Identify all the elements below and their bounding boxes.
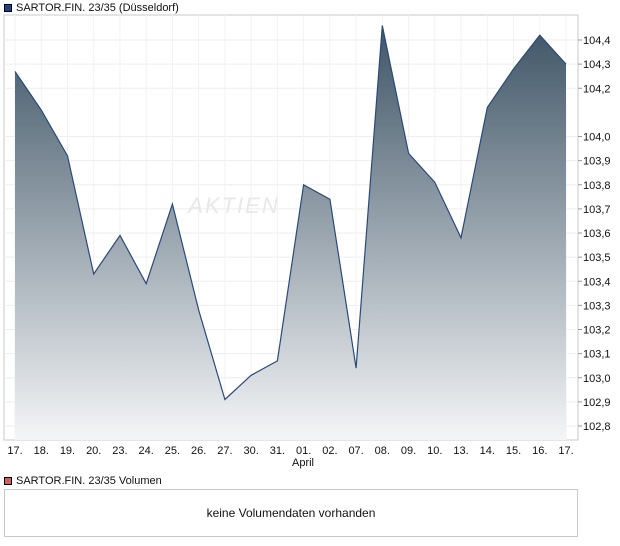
y-tick-label: 102,9 xyxy=(583,397,611,409)
y-tick-label: 103,2 xyxy=(583,325,611,337)
x-tick-label: 23. xyxy=(112,445,127,457)
y-tick-label: 103,6 xyxy=(583,228,611,240)
y-tick-label: 103,4 xyxy=(583,276,611,288)
x-tick-label: 17. xyxy=(7,445,22,457)
volume-legend-label: SARTOR.FIN. 23/35 Volumen xyxy=(16,475,162,487)
price-area xyxy=(15,25,566,440)
x-axis: 17. 18. 19. 20. 23. 24. 25. 26. 27. 30. 31. 01. 02. 0… xyxy=(7,445,573,457)
x-tick-label: 25. xyxy=(165,445,180,457)
x-tick-label: 19. xyxy=(60,445,75,457)
volume-legend: SARTOR.FIN. 23/35 Volumen xyxy=(4,474,162,488)
price-legend-label: SARTOR.FIN. 23/35 (Düsseldorf) xyxy=(16,2,179,14)
x-tick-label: 30. xyxy=(243,445,258,457)
y-tick-label: 103,3 xyxy=(583,300,611,312)
y-tick-label: 104,4 xyxy=(583,35,611,47)
x-tick-label: 26. xyxy=(191,445,206,457)
x-tick-label: 24. xyxy=(139,445,154,457)
x-tick-label: 14. xyxy=(480,445,495,457)
x-tick-label: 01. xyxy=(296,445,311,457)
y-tick-label: 103,5 xyxy=(583,252,611,264)
volume-panel: keine Volumendaten vorhanden xyxy=(4,489,578,537)
x-tick-label: 18. xyxy=(34,445,49,457)
y-tick-label: 104,3 xyxy=(583,59,611,71)
x-tick-label: 02. xyxy=(322,445,337,457)
x-tick-label: 16. xyxy=(532,445,547,457)
x-tick-label: 10. xyxy=(427,445,442,457)
y-tick-label: 103,1 xyxy=(583,349,611,361)
y-tick-label: 104,0 xyxy=(583,132,611,144)
y-tick-label: 103,8 xyxy=(583,180,611,192)
watermark: AKTIEN xyxy=(186,193,279,218)
x-tick-label: 15. xyxy=(506,445,521,457)
x-tick-label: 13. xyxy=(453,445,468,457)
month-label: April xyxy=(292,457,314,469)
y-tick-label: 102,8 xyxy=(583,421,611,433)
x-tick-label: 31. xyxy=(270,445,285,457)
y-tick-label: 103,0 xyxy=(583,373,611,385)
price-chart: AKTIEN 104,4 104,3 104,2 104,0 103,9 103,8 103… xyxy=(3,14,611,469)
y-tick-label: 103,7 xyxy=(583,204,611,216)
x-tick-label: 20. xyxy=(86,445,101,457)
x-tick-label: 08. xyxy=(375,445,390,457)
volume-empty-message: keine Volumendaten vorhanden xyxy=(206,506,376,520)
volume-legend-swatch xyxy=(4,477,12,485)
price-line xyxy=(14,25,567,401)
x-tick-label: 09. xyxy=(401,445,416,457)
y-tick-label: 104,2 xyxy=(583,83,611,95)
x-tick-label: 07. xyxy=(348,445,363,457)
x-tick-label: 27. xyxy=(217,445,232,457)
y-tick-label: 103,9 xyxy=(583,156,611,168)
price-legend: SARTOR.FIN. 23/35 (Düsseldorf) xyxy=(4,1,179,15)
x-tick-label: 17. xyxy=(558,445,573,457)
price-legend-swatch xyxy=(4,4,12,12)
y-axis: 104,4 104,3 104,2 104,0 103,9 103,8 103,7 103,6… xyxy=(578,35,611,433)
